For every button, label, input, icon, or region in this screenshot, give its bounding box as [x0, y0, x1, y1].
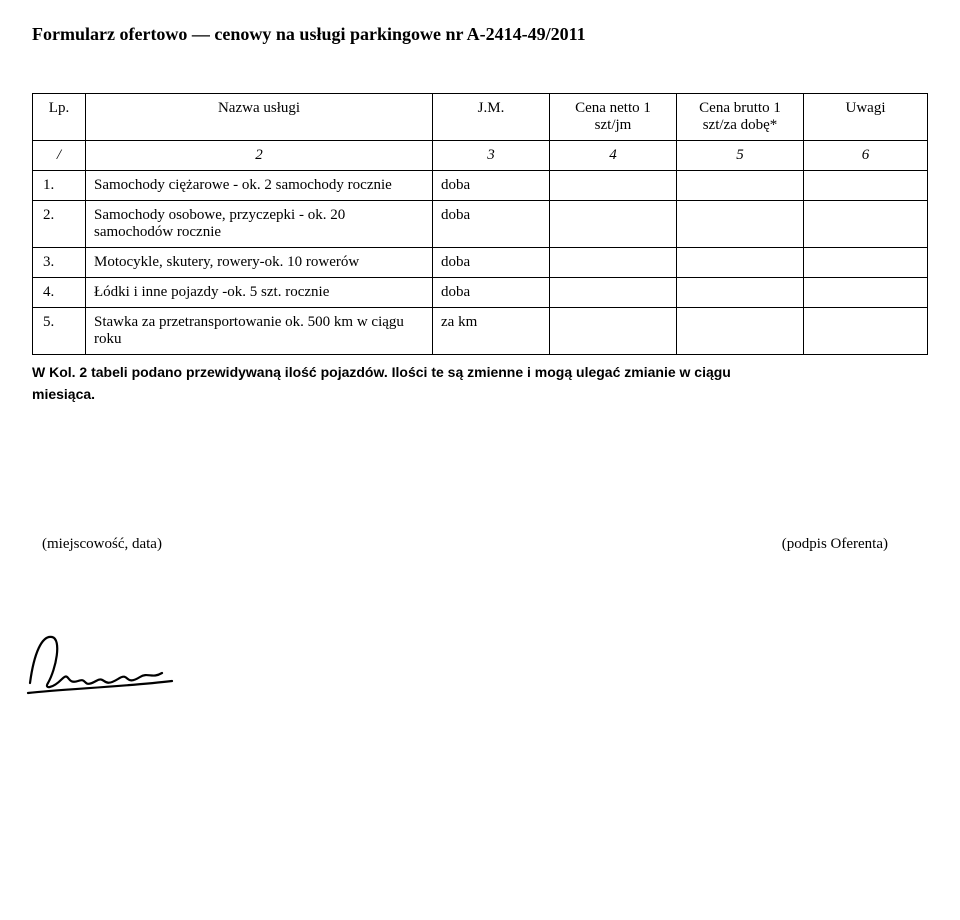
th-jm: J.M.	[433, 94, 550, 141]
subhead-1: /	[33, 141, 86, 171]
cell-uwagi[interactable]	[804, 308, 928, 355]
cell-jm: doba	[433, 201, 550, 248]
page-title: Formularz ofertowo — cenowy na usługi pa…	[32, 24, 928, 45]
cell-brutto[interactable]	[677, 171, 804, 201]
th-lp: Lp.	[33, 94, 86, 141]
th-uwagi: Uwagi	[804, 94, 928, 141]
cell-lp: 4.	[33, 278, 86, 308]
cell-netto[interactable]	[550, 278, 677, 308]
th-netto: Cena netto 1 szt/jm	[550, 94, 677, 141]
cell-jm: doba	[433, 278, 550, 308]
cell-jm: doba	[433, 248, 550, 278]
signature-offerer: (podpis Oferenta)	[782, 536, 888, 553]
table-header-row: Lp. Nazwa usługi J.M. Cena netto 1 szt/j…	[33, 94, 928, 141]
subhead-3: 3	[433, 141, 550, 171]
cell-name: Stawka za przetransportowanie ok. 500 km…	[86, 308, 433, 355]
footnote: W Kol. 2 tabeli podano przewidywaną iloś…	[32, 361, 928, 406]
cell-brutto[interactable]	[677, 201, 804, 248]
cell-brutto[interactable]	[677, 278, 804, 308]
cell-uwagi[interactable]	[804, 171, 928, 201]
cell-lp: 2.	[33, 201, 86, 248]
cell-uwagi[interactable]	[804, 248, 928, 278]
cell-uwagi[interactable]	[804, 278, 928, 308]
cell-netto[interactable]	[550, 308, 677, 355]
table-row: 5. Stawka za przetransportowanie ok. 500…	[33, 308, 928, 355]
th-name: Nazwa usługi	[86, 94, 433, 141]
subhead-6: 6	[804, 141, 928, 171]
signature-row: (miejscowość, data) (podpis Oferenta)	[32, 536, 928, 553]
table-row: 3. Motocykle, skutery, rowery-ok. 10 row…	[33, 248, 928, 278]
table-row: 4. Łódki i inne pojazdy -ok. 5 szt. rocz…	[33, 278, 928, 308]
subhead-4: 4	[550, 141, 677, 171]
subhead-2: 2	[86, 141, 433, 171]
cell-netto[interactable]	[550, 201, 677, 248]
footnote-line-1: W Kol. 2 tabeli podano przewidywaną iloś…	[32, 364, 731, 380]
cell-name: Motocykle, skutery, rowery-ok. 10 roweró…	[86, 248, 433, 278]
cell-brutto[interactable]	[677, 248, 804, 278]
signature-icon	[22, 623, 182, 703]
subhead-5: 5	[677, 141, 804, 171]
cell-jm: doba	[433, 171, 550, 201]
cell-lp: 5.	[33, 308, 86, 355]
table-row: 2. Samochody osobowe, przyczepki - ok. 2…	[33, 201, 928, 248]
cell-name: Łódki i inne pojazdy -ok. 5 szt. rocznie	[86, 278, 433, 308]
cell-lp: 3.	[33, 248, 86, 278]
cell-lp: 1.	[33, 171, 86, 201]
offer-table: Lp. Nazwa usługi J.M. Cena netto 1 szt/j…	[32, 93, 928, 355]
table-row: 1. Samochody ciężarowe - ok. 2 samochody…	[33, 171, 928, 201]
cell-name: Samochody osobowe, przyczepki - ok. 20 s…	[86, 201, 433, 248]
cell-name: Samochody ciężarowe - ok. 2 samochody ro…	[86, 171, 433, 201]
cell-netto[interactable]	[550, 248, 677, 278]
cell-brutto[interactable]	[677, 308, 804, 355]
cell-uwagi[interactable]	[804, 201, 928, 248]
handwritten-signature	[22, 623, 928, 708]
signature-place-date: (miejscowość, data)	[42, 536, 162, 553]
footnote-line-2: miesiąca.	[32, 386, 95, 402]
table-subheader-row: / 2 3 4 5 6	[33, 141, 928, 171]
th-brutto: Cena brutto 1 szt/za dobę*	[677, 94, 804, 141]
cell-netto[interactable]	[550, 171, 677, 201]
cell-jm: za km	[433, 308, 550, 355]
